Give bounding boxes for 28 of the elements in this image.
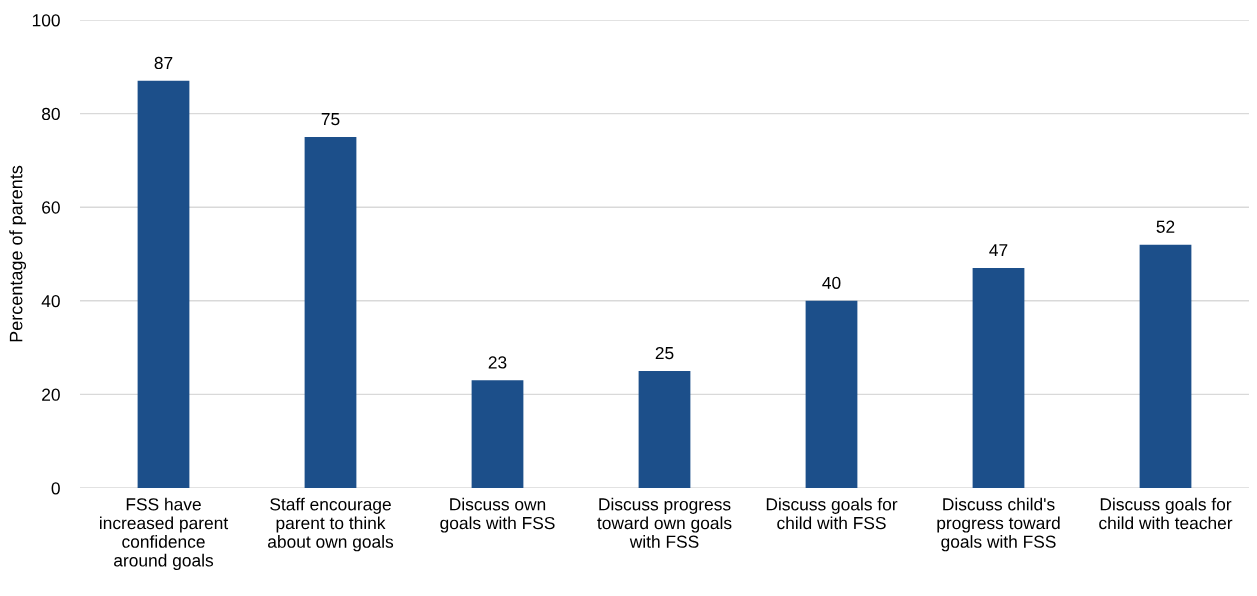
x-tick-label: Discuss child's progress toward goals with FSS <box>937 497 1060 552</box>
x-tick-label: FSS have increased parent confidence around goals <box>100 497 229 571</box>
data-label: 25 <box>655 346 674 360</box>
x-tick-label: Discuss progress toward own goals with FSS <box>597 497 732 548</box>
bar <box>805 300 858 488</box>
data-label: 52 <box>1156 220 1175 233</box>
data-label: 47 <box>989 244 1008 257</box>
data-label: 23 <box>488 356 507 369</box>
bar <box>638 371 691 488</box>
x-tick-label: Staff encourage parent to think about own goals <box>268 497 394 552</box>
data-label: 87 <box>154 56 173 70</box>
y-tick-label: 20 <box>42 388 60 401</box>
bar <box>972 268 1025 488</box>
y-axis-title: Percentage of parents <box>9 165 27 342</box>
x-tick-label: Discuss goals for child with FSS <box>766 497 898 530</box>
data-label: 40 <box>822 276 841 290</box>
x-tick-label: Discuss own goals with FSS <box>440 497 555 533</box>
bar <box>1139 244 1192 488</box>
y-tick-label: 0 <box>51 482 60 495</box>
x-tick-label: Discuss goals for child with teacher <box>1099 497 1233 530</box>
y-tick-label: 80 <box>42 107 60 121</box>
y-tick-label: 60 <box>42 201 60 214</box>
bar <box>137 80 190 488</box>
y-tick-label: 40 <box>41 294 60 308</box>
y-tick-label: 100 <box>32 14 60 27</box>
data-label: 75 <box>321 113 340 126</box>
bar <box>304 137 357 488</box>
bar <box>471 380 524 488</box>
